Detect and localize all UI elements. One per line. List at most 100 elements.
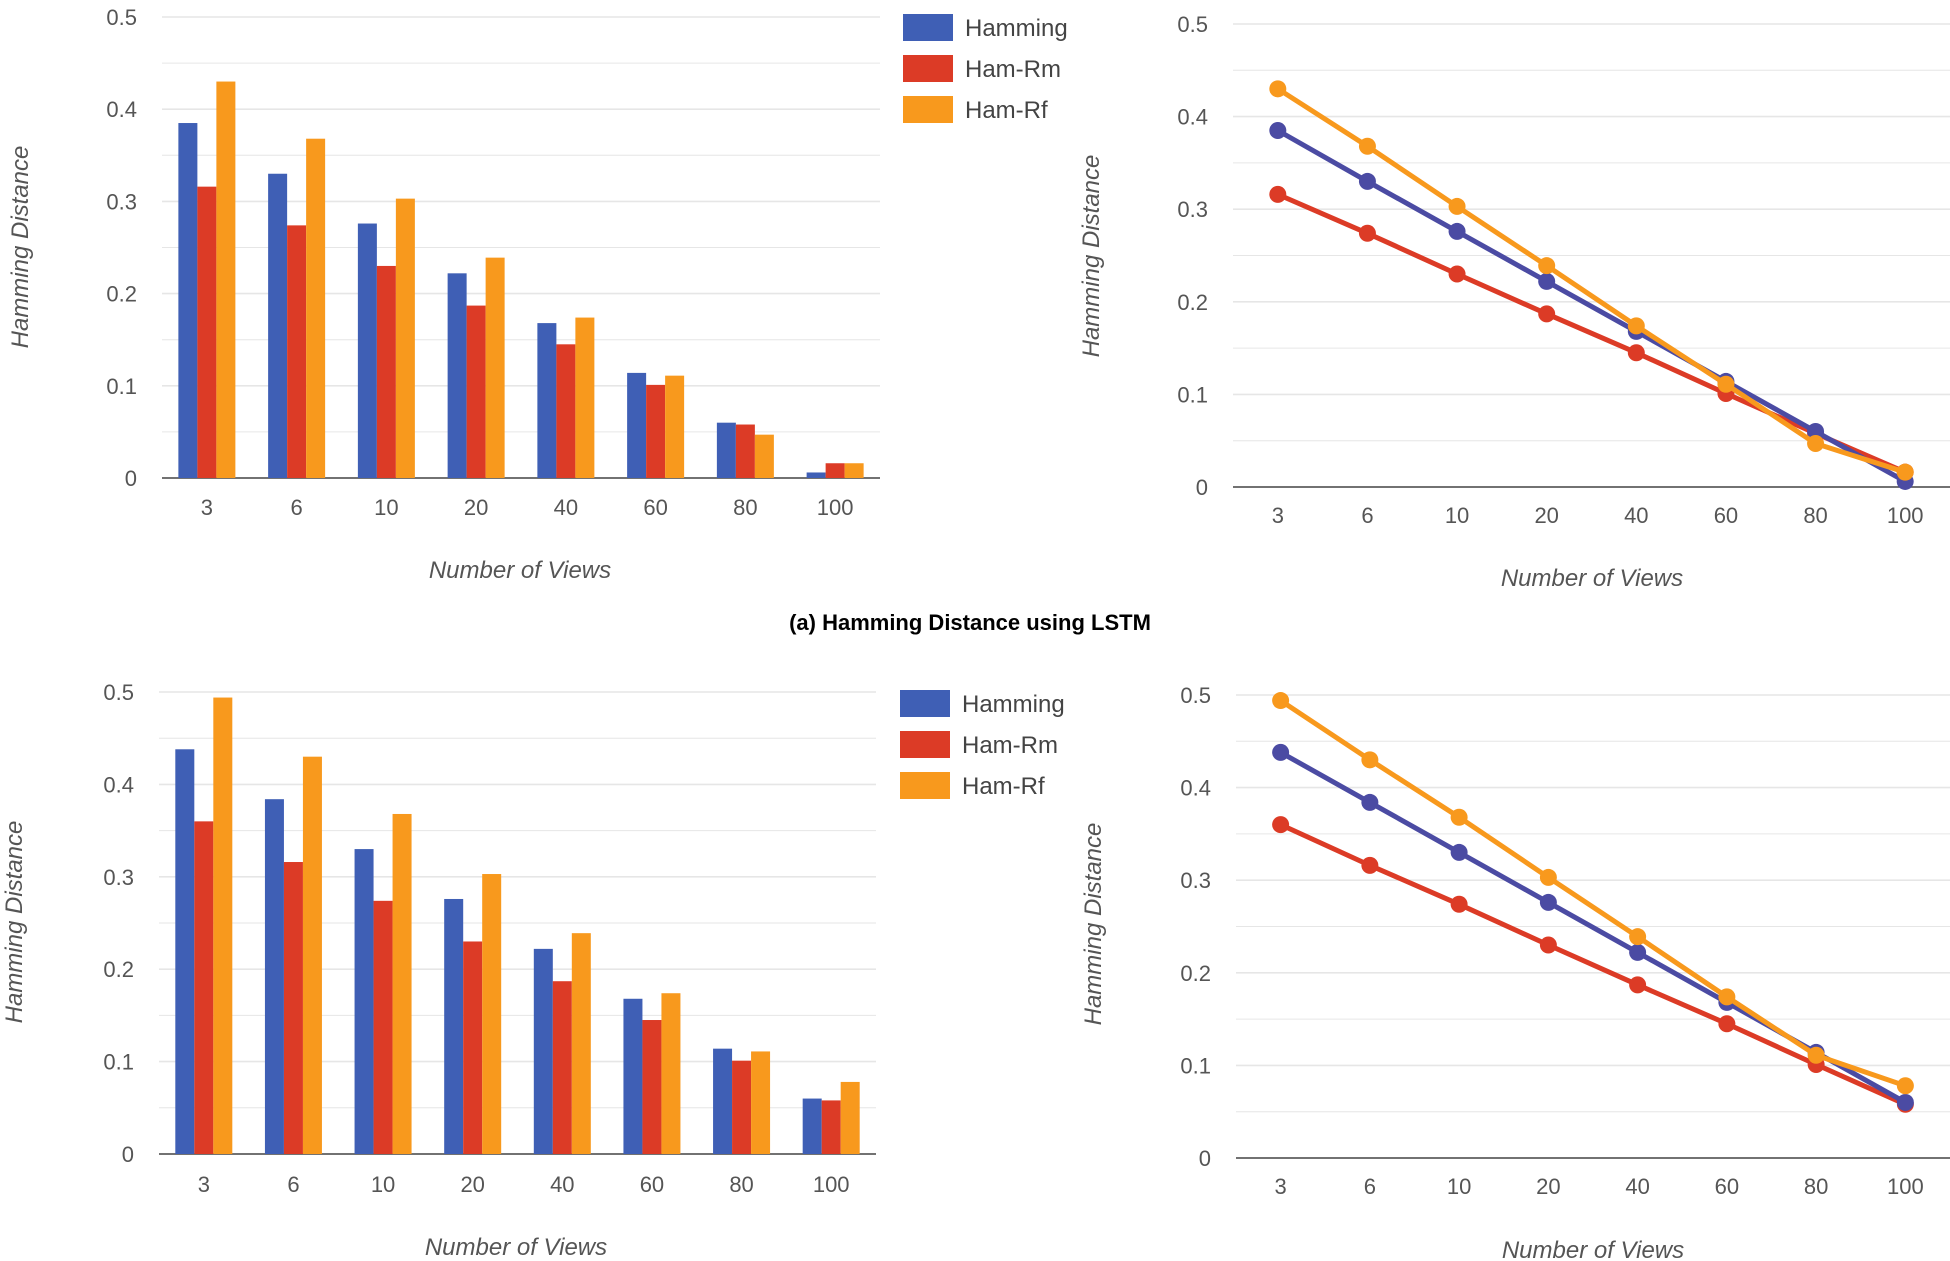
legend-swatch-ham-rm [903, 55, 953, 82]
x-axis-title: Number of Views [429, 557, 611, 584]
bar-ham-rm [825, 463, 845, 478]
legend-swatch-hamming [903, 14, 953, 41]
x-tick-label: 100 [1887, 1174, 1924, 1199]
line-ham-rm [1279, 822, 1907, 1107]
y-tick-label: 0.4 [103, 772, 134, 797]
y-tick-label: 0.5 [1180, 683, 1211, 708]
x-tick-label: 20 [1536, 1174, 1560, 1199]
bottom-bar-chart: 0 0.1 0.2 0.3 0.4 0.5 3 6 10 20 40 60 80 100 Number of… [1, 680, 1065, 1261]
y-tick-label: 0.3 [106, 189, 137, 214]
y-tick-label: 0.1 [106, 374, 137, 399]
y-axis-title: Hamming Distance [7, 146, 34, 349]
bar-ham-rm [732, 1060, 752, 1154]
point-ham-rf [1896, 463, 1914, 481]
bar-ham-rm [642, 1020, 662, 1154]
bar-hamming [806, 472, 826, 478]
point-hamming [1361, 793, 1379, 811]
x-tick-label: 3 [1272, 503, 1284, 528]
legend-label: Ham-Rm [962, 732, 1058, 759]
point-hamming [1539, 893, 1557, 911]
x-tick-label: 6 [1364, 1174, 1376, 1199]
point-ham-rf [1807, 434, 1825, 452]
x-tick-label: 6 [291, 495, 303, 520]
point-ham-rf [1717, 375, 1735, 393]
x-tick-label: 60 [643, 495, 667, 520]
point-ham-rm [1627, 344, 1645, 362]
bar-hamming [444, 898, 464, 1154]
y-axis-title: Hamming Distance [1078, 155, 1105, 358]
legend-label: Hamming [965, 15, 1068, 42]
y-tick-label: 0.4 [1180, 776, 1211, 801]
y-tick-label: 0.2 [106, 282, 137, 307]
y-tick-label: 0 [125, 466, 137, 491]
x-axis-title: Number of Views [1502, 1237, 1684, 1261]
bar-ham-rf [844, 463, 864, 478]
y-tick-label: 0.4 [1177, 105, 1208, 130]
figure-caption: (a) Hamming Distance using LSTM [789, 610, 1151, 635]
bar-ham-rm [821, 1100, 841, 1154]
bar-ham-rf [395, 198, 415, 478]
bar-ham-rm [287, 225, 307, 478]
bar-hamming [802, 1098, 822, 1154]
bar-hamming [537, 323, 557, 478]
x-axis-title: Number of Views [1501, 565, 1683, 592]
x-tick-label: 40 [554, 495, 578, 520]
y-axis-title: Hamming Distance [1, 821, 28, 1024]
x-tick-label: 100 [813, 1172, 850, 1197]
bar-hamming [268, 173, 288, 479]
x-tick-label: 60 [1714, 503, 1738, 528]
bottom-line-chart: 0 0.1 0.2 0.3 0.4 0.5 3 6 10 20 40 60 80 100 Number of… [1080, 683, 1950, 1261]
x-tick-label: 6 [1361, 503, 1373, 528]
x-tick-label: 60 [1715, 1174, 1739, 1199]
x-tick-label: 80 [729, 1172, 753, 1197]
x-tick-label: 60 [640, 1172, 664, 1197]
x-tick-label: 20 [460, 1172, 484, 1197]
point-hamming [1450, 843, 1468, 861]
bar-ham-rm [194, 821, 214, 1154]
line-ham-rm [1276, 192, 1907, 475]
bar-hamming [178, 123, 198, 478]
bar-ham-rm [735, 424, 755, 478]
point-ham-rm [1272, 816, 1290, 834]
x-tick-label: 20 [464, 495, 488, 520]
bar-hamming [175, 749, 195, 1154]
y-tick-label: 0 [122, 1142, 134, 1167]
bar-ham-rf [571, 933, 591, 1154]
bar-hamming [627, 372, 647, 478]
bar-hamming [716, 422, 736, 478]
point-hamming [1272, 743, 1290, 761]
x-tick-label: 80 [1804, 1174, 1828, 1199]
legend-label: Hamming [962, 691, 1065, 718]
point-ham-rf [1448, 197, 1466, 215]
x-tick-label: 10 [374, 495, 398, 520]
x-tick-label: 100 [1887, 503, 1924, 528]
y-tick-label: 0.2 [1177, 290, 1208, 315]
x-tick-label: 6 [287, 1172, 299, 1197]
point-ham-rf [1269, 80, 1287, 98]
bar-hamming [354, 849, 374, 1154]
point-ham-rm [1358, 224, 1376, 242]
y-tick-label: 0.4 [106, 97, 137, 122]
bar-ham-rm [373, 900, 393, 1154]
legend-label: Ham-Rf [962, 773, 1045, 800]
bar-hamming [623, 998, 643, 1154]
point-ham-rf [1629, 928, 1647, 946]
y-tick-label: 0.2 [1180, 961, 1211, 986]
point-hamming [1896, 1093, 1914, 1111]
legend-swatch-ham-rf [900, 772, 950, 799]
x-tick-label: 3 [201, 495, 213, 520]
y-tick-label: 0.3 [1177, 197, 1208, 222]
bar-ham-rm [552, 981, 572, 1154]
point-ham-rm [1450, 895, 1468, 913]
bar-ham-rf [661, 993, 681, 1154]
bar-ham-rf [754, 434, 774, 478]
bar-hamming [447, 273, 467, 478]
x-tick-label: 80 [1803, 503, 1827, 528]
legend-label: Ham-Rf [965, 97, 1048, 124]
bar-ham-rf [575, 317, 595, 478]
point-ham-rm [1361, 856, 1379, 874]
point-ham-rf [1896, 1077, 1914, 1095]
bar-ham-rf [306, 138, 326, 479]
legend: Hamming Ham-Rm Ham-Rf [903, 14, 1068, 124]
